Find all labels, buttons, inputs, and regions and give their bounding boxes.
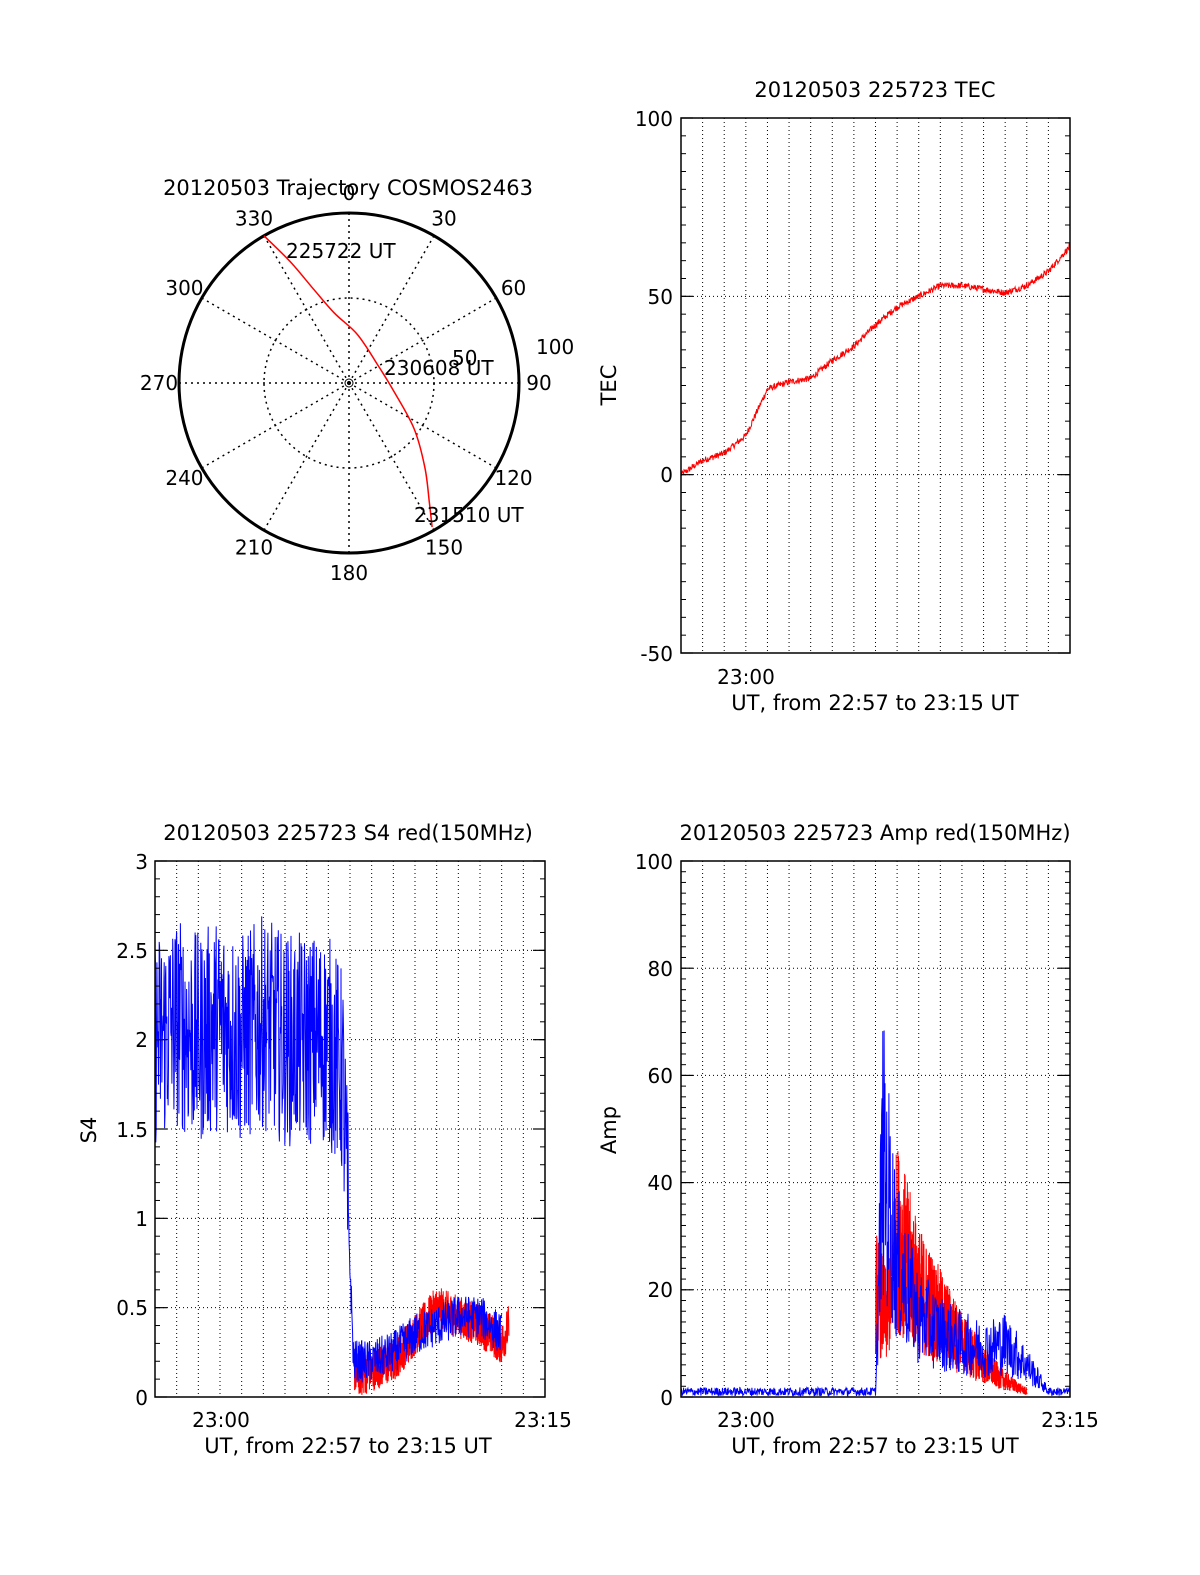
tec-xlabel: UT, from 22:57 to 23:15 UT xyxy=(731,691,1019,715)
amp-xlabel: UT, from 22:57 to 23:15 UT xyxy=(731,1434,1019,1458)
amp-ytick-40: 40 xyxy=(648,1171,673,1195)
polar-angle-label: 180 xyxy=(330,561,368,585)
amp-ytick-80: 80 xyxy=(648,957,673,981)
trajectory-start-label: 225722 UT xyxy=(286,239,396,263)
polar-spoke xyxy=(348,382,497,469)
polar-angle-label: 270 xyxy=(140,371,178,395)
s4-xtick-2300: 23:00 xyxy=(192,1408,250,1432)
polar-spoke xyxy=(263,382,350,531)
tec-ytick-100: 100 xyxy=(635,107,673,131)
polar-radius-label-100: 100 xyxy=(536,335,574,359)
s4-ytick-3: 3 xyxy=(135,850,148,874)
s4-ytick-2.5: 2.5 xyxy=(116,939,148,963)
amp-chart: 20120503 225723 Amp red(150MHz) Amp UT, … xyxy=(597,821,1099,1458)
series-line-1 xyxy=(154,916,503,1383)
polar-spoke xyxy=(263,235,350,384)
s4-xlabel: UT, from 22:57 to 23:15 UT xyxy=(204,1434,492,1458)
tec-chart: 20120503 225723 TEC TEC UT, from 22:57 t… xyxy=(597,78,1071,715)
tec-ytick-0: 0 xyxy=(660,463,673,487)
s4-ytick-2: 2 xyxy=(135,1028,148,1052)
amp-ytick-20: 20 xyxy=(648,1278,673,1302)
polar-spoke xyxy=(201,382,350,469)
polar-radius-label-50: 50 xyxy=(452,346,477,370)
tec-xtick-2300: 23:00 xyxy=(717,665,775,689)
tec-title: 20120503 225723 TEC xyxy=(754,78,995,102)
plot-frame xyxy=(680,117,1071,654)
s4-xtick-2315: 23:15 xyxy=(514,1408,572,1432)
series-line-0 xyxy=(680,242,1071,476)
amp-xtick-2315: 23:15 xyxy=(1041,1408,1099,1432)
plot-frame xyxy=(154,860,546,1398)
polar-angle-label: 210 xyxy=(235,536,273,560)
polar-center-mark xyxy=(344,378,354,388)
plot-frame xyxy=(680,860,1071,1398)
tec-ytick-neg50: -50 xyxy=(640,642,673,666)
s4-ytick-0: 0 xyxy=(135,1386,148,1410)
polar-angle-label: 30 xyxy=(431,206,456,230)
polar-angle-label: 330 xyxy=(235,206,273,230)
polar-angle-label: 240 xyxy=(165,466,203,490)
tec-ylabel: TEC xyxy=(597,365,621,407)
polar-angle-label: 300 xyxy=(165,276,203,300)
polar-angle-label: 60 xyxy=(501,276,526,300)
polar-spoke xyxy=(201,297,350,384)
s4-ytick-1: 1 xyxy=(135,1207,148,1231)
s4-ylabel: S4 xyxy=(77,1117,101,1144)
polar-angle-label: 120 xyxy=(494,466,532,490)
polar-trajectory xyxy=(263,235,433,528)
polar-angle-label: 90 xyxy=(526,371,551,395)
tec-ytick-50: 50 xyxy=(648,285,673,309)
trajectory-mid-label: 230608 UT xyxy=(384,356,494,380)
s4-title: 20120503 225723 S4 red(150MHz) xyxy=(163,821,533,845)
polar-angle-labels: 0 30 60 90 120 150 180 210 240 270 300 330 xyxy=(140,181,552,585)
s4-chart: 20120503 225723 S4 red(150MHz) S4 UT, fr… xyxy=(77,821,572,1458)
polar-angle-label: 0 xyxy=(343,181,356,205)
polar-trajectory-chart: 20120503 Trajectory COSMOS2463 0 30 60 90 12… xyxy=(140,176,574,585)
s4-ytick-1.5: 1.5 xyxy=(116,1118,148,1142)
trajectory-end-label: 231510 UT xyxy=(414,503,524,527)
polar-spoke xyxy=(348,382,435,531)
series-line-1 xyxy=(680,1030,1071,1398)
amp-ytick-100: 100 xyxy=(635,850,673,874)
amp-ytick-0: 0 xyxy=(660,1386,673,1410)
amp-ylabel: Amp xyxy=(597,1106,621,1154)
amp-title: 20120503 225723 Amp red(150MHz) xyxy=(679,821,1070,845)
polar-grid xyxy=(177,211,521,555)
polar-angle-label: 150 xyxy=(425,536,463,560)
polar-title: 20120503 Trajectory COSMOS2463 xyxy=(163,176,533,200)
s4-ytick-0.5: 0.5 xyxy=(116,1296,148,1320)
polar-spoke xyxy=(348,297,497,384)
amp-xtick-2300: 23:00 xyxy=(717,1408,775,1432)
trajectory-line xyxy=(263,235,433,528)
polar-spoke xyxy=(348,235,435,384)
amp-ytick-60: 60 xyxy=(648,1064,673,1088)
